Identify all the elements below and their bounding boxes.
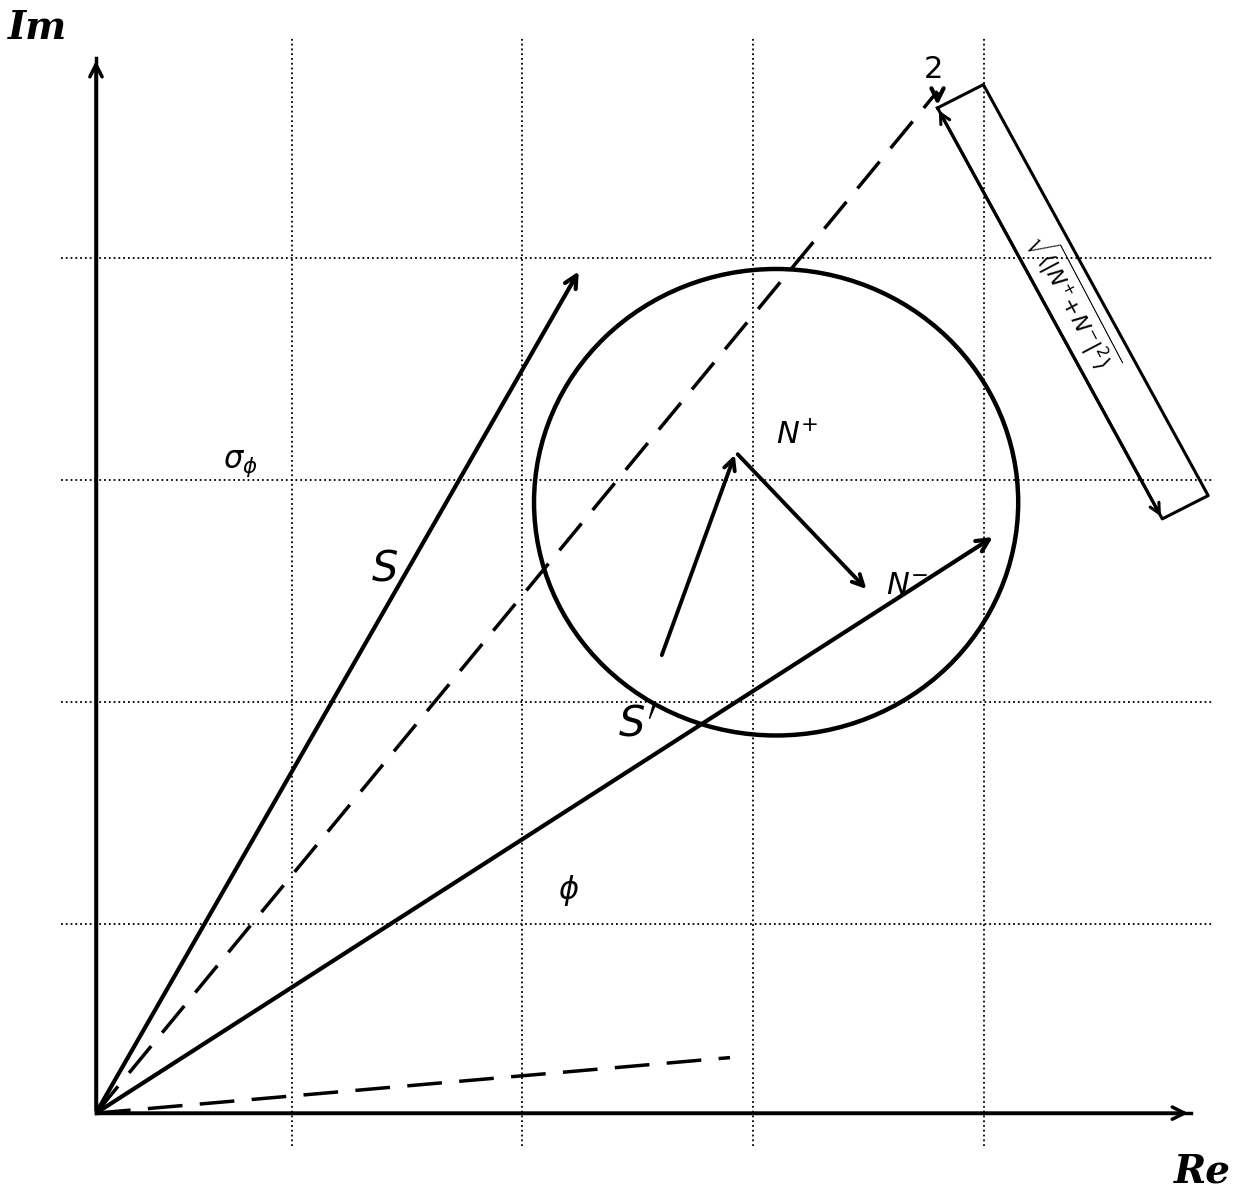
Text: $\phi$: $\phi$ (558, 873, 579, 909)
Text: $N^{+}$: $N^{+}$ (776, 420, 818, 451)
Text: Im: Im (7, 8, 67, 47)
Text: $\sigma_\phi$: $\sigma_\phi$ (223, 447, 258, 478)
Text: $S$: $S$ (371, 548, 398, 590)
Text: Re: Re (1174, 1152, 1231, 1190)
Text: $\sqrt{\langle|N^{+}\!+\!N^{-}|^{2}\rangle}$: $\sqrt{\langle|N^{+}\!+\!N^{-}|^{2}\rang… (1021, 226, 1125, 378)
Text: $S'$: $S'$ (619, 703, 657, 745)
Text: $2$: $2$ (923, 54, 941, 85)
Text: $N^{-}$: $N^{-}$ (885, 570, 929, 602)
